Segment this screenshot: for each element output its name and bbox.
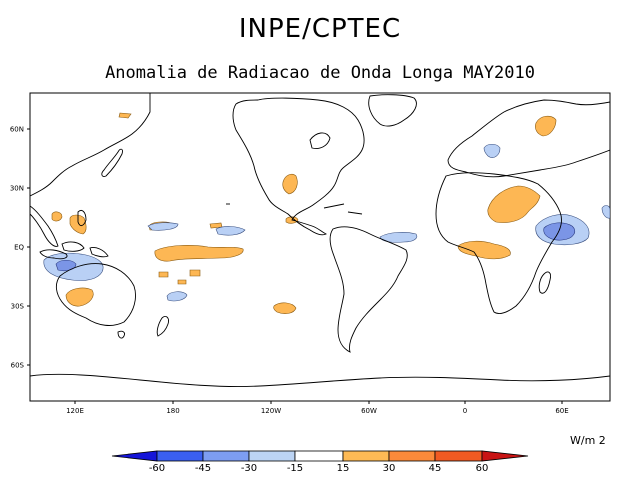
colorbar-label: 15 — [337, 463, 350, 474]
colorbar-segment — [434, 450, 483, 462]
colorbar-label: 60 — [476, 463, 489, 474]
latitude-axis: 60N 30N EQ 30S 60S — [10, 126, 30, 370]
colorbar-label: 30 — [383, 463, 396, 474]
lat-label-60s: 60S — [11, 362, 25, 370]
colorbar-label: 45 — [429, 463, 442, 474]
lon-label-180: 180 — [166, 407, 179, 415]
map-frame — [29, 92, 611, 402]
lat-label-eq: EQ — [14, 244, 24, 252]
colorbar-segment — [156, 450, 204, 462]
colorbar-segment — [388, 450, 436, 462]
lon-label-120e: 120E — [66, 407, 84, 415]
colorbar-right-arrow — [481, 450, 529, 462]
colorbar-label: -45 — [195, 463, 211, 474]
lat-label-30s: 30S — [11, 303, 25, 311]
colorbar-segment — [248, 450, 296, 462]
map-subtitle: Anomalia de Radiacao de Onda Longa MAY20… — [105, 63, 535, 83]
lat-label-30n: 30N — [10, 185, 24, 193]
map-title: INPE/CPTEC — [238, 14, 402, 44]
colorbar-left-arrow — [111, 450, 158, 462]
colorbar-label: -60 — [149, 463, 165, 474]
lon-label-0: 0 — [463, 407, 467, 415]
colorbar-label: -15 — [287, 463, 303, 474]
colorbar-segment — [202, 450, 250, 462]
colorbar-segment — [294, 450, 344, 462]
colorbar: -60 -45 -30 -15 15 30 45 60 — [111, 450, 529, 474]
coastlines — [30, 93, 610, 387]
colorbar-segment — [342, 450, 390, 462]
colorbar-label: -30 — [241, 463, 257, 474]
units-label: W/m 2 — [570, 434, 606, 447]
longitude-axis: 120E 180 120W 60W 0 60E — [66, 401, 569, 415]
lon-label-60e: 60E — [555, 407, 568, 415]
lat-label-60n: 60N — [10, 126, 24, 134]
strong-negative-anomaly-areas — [55, 222, 575, 272]
lon-label-60w: 60W — [361, 407, 377, 415]
lon-label-120w: 120W — [261, 407, 281, 415]
